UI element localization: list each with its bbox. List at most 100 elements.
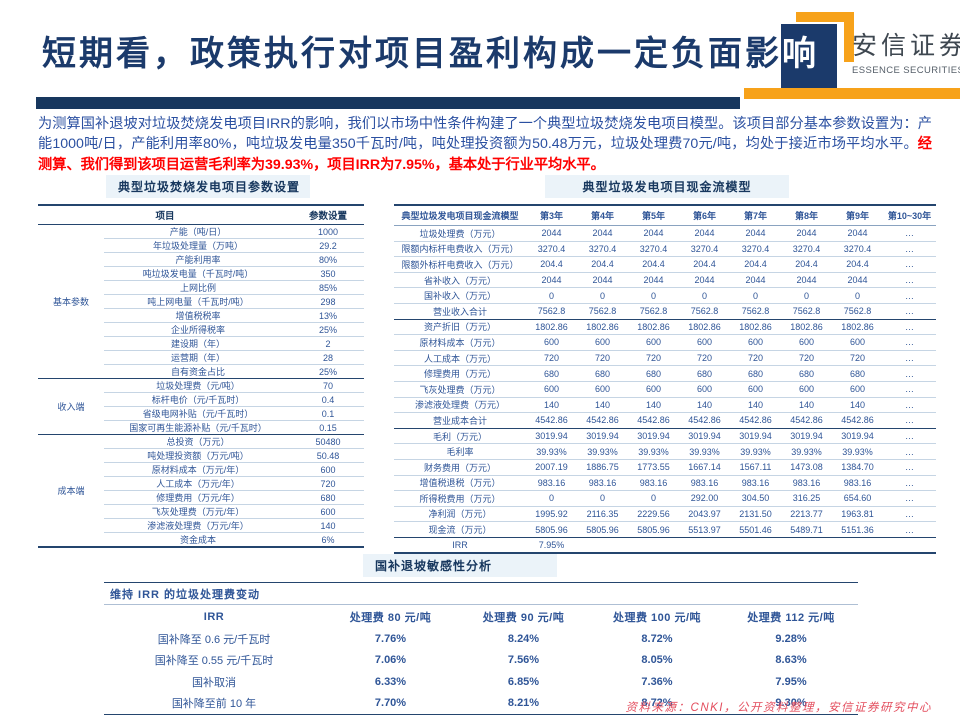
table-row: 产能利用率 80%: [38, 252, 365, 267]
table-header-row: IRR 处理费 80 元/吨 处理费 90 元/吨 处理费 100 元/吨 处理费 11…: [104, 605, 858, 629]
cell-value: 3270.4: [730, 241, 781, 258]
irr-value: 7.95%: [775, 675, 807, 688]
table-row: 原材料成本（万元/年） 600: [38, 462, 365, 477]
cell-value: 140: [577, 397, 628, 414]
table-row: 自有资金占比 25%: [38, 364, 365, 379]
irr-value: 8.21%: [507, 697, 540, 710]
table-row: 省补收入（万元） 2044 2044 2044 2044 2044 2044 2044…: [394, 272, 936, 289]
parameter-label: 资金成本: [180, 535, 217, 545]
table-row: 资产折旧（万元） 1802.86 1802.86 1802.86 1802.86 1802…: [394, 319, 936, 336]
irr-value: 8.63%: [775, 654, 807, 667]
irr-value: 7.76%: [374, 632, 407, 645]
cell-value: 2116.35: [577, 506, 628, 523]
row-label: 增值税退税（万元）: [394, 475, 526, 492]
cell-value: 2213.77: [781, 506, 832, 523]
row-label: 毛利（万元）: [394, 428, 526, 445]
cell-value: 2044: [781, 272, 832, 289]
cell-value: 1667.14: [679, 459, 730, 476]
intro-paragraph: 为测算国补退坡对垃圾焚烧发电项目IRR的影响，我们以市场中性条件构建了一个典型垃…: [38, 114, 932, 175]
table-row: 收入端 垃圾处理费（元/吨） 70: [38, 378, 365, 435]
cell-value: 680: [679, 365, 730, 382]
cell-value: …: [883, 334, 936, 351]
table-row: 吨垃圾发电量（千瓦时/吨） 350: [38, 266, 365, 281]
parameter-label: 飞灰处理费（万元/年）: [104, 504, 293, 519]
group-label: 基本参数: [38, 224, 104, 379]
scenario-label: 国补降至 0.6 元/千瓦时: [157, 633, 271, 646]
scenario-label: 国补降至前 10 年: [171, 698, 257, 711]
parameter-label: 产能利用率: [104, 252, 293, 267]
table-row: 国补收入（万元） 0 0 0 0 0 0 0…: [394, 287, 936, 304]
cell-value: 1773.55: [628, 459, 679, 476]
irr-value: 7.56%: [507, 654, 540, 667]
cell-value: 2044: [577, 272, 628, 289]
cell-value: 7562.8: [730, 303, 781, 320]
parameter-value: 600: [292, 462, 365, 477]
cell-value: …: [883, 241, 936, 258]
column-header: 处理费 90 元/吨: [482, 611, 565, 624]
table-row: 运营期（年） 28: [38, 350, 365, 365]
cell-value: …: [883, 256, 936, 273]
cell-value: …: [883, 521, 936, 538]
cell-value: 720: [628, 350, 679, 367]
cell-value: [781, 537, 832, 553]
parameter-value: 50.48: [292, 448, 365, 463]
parameter-label: 省级电网补贴（元/千瓦时）: [104, 406, 293, 421]
table-row: 限额内标杆电费收入（万元） 3270.4 3270.4 3270.4 3270.4 327…: [394, 241, 936, 258]
cell-value: …: [883, 490, 936, 507]
table-row: 修理费用（万元/年） 680: [38, 490, 365, 505]
parameter-value: 350: [292, 266, 365, 281]
cell-value: 0: [730, 287, 781, 304]
year-header: 第10~30年: [883, 205, 936, 226]
cell-value: 0: [577, 490, 628, 507]
cell-value: 3270.4: [628, 241, 679, 258]
cell-value: 4542.86: [832, 412, 883, 429]
cell-value: …: [883, 459, 936, 476]
cell-value: 0: [628, 490, 679, 507]
cell-value: 3019.94: [679, 428, 730, 445]
irr-value: 6.33%: [374, 675, 407, 688]
cell-value: …: [883, 365, 936, 382]
cell-value: 140: [781, 397, 832, 414]
table-row: 人工成本（万元） 720 720 720 720 720 720 720…: [394, 350, 936, 367]
cell-value: 600: [628, 334, 679, 351]
cell-value: 600: [526, 381, 577, 398]
cell-value: 1995.92: [526, 506, 577, 523]
cell-value: 204.4: [628, 256, 679, 273]
table-header-row: 项目 参数设置: [38, 205, 365, 225]
table-row: 上网比例 85%: [38, 280, 365, 295]
cell-value: 1802.86: [577, 319, 628, 336]
cell-value: 2044: [781, 225, 832, 242]
table-row: 原材料成本（万元） 600 600 600 600 600 600 600…: [394, 334, 936, 351]
row-label: 所得税费用（万元）: [394, 490, 526, 507]
parameter-label: 企业所得税率: [104, 322, 293, 337]
table-row: 增值税退税（万元） 983.16 983.16 983.16 983.16 983.16 9…: [394, 475, 936, 492]
row-label: 国补收入（万元）: [394, 287, 526, 304]
cell-value: 2044: [628, 272, 679, 289]
cashflow-table-title: 典型垃圾发电项目现金流模型: [545, 175, 789, 198]
cell-value: 140: [730, 397, 781, 414]
table-row: 飞灰处理费（万元） 600 600 600 600 600 600 600…: [394, 381, 936, 398]
table-row: 人工成本（万元/年） 720: [38, 476, 365, 491]
parameter-value: 70: [292, 378, 365, 393]
cell-value: 983.16: [526, 475, 577, 492]
cell-value: 680: [628, 365, 679, 382]
year-header: 第4年: [577, 205, 628, 226]
parameter-value: 0.1: [292, 406, 365, 421]
year-header: 第6年: [679, 205, 730, 226]
cell-value: 1473.08: [781, 459, 832, 476]
cell-value: 600: [832, 334, 883, 351]
parameter-table: 项目 参数设置 基本参数 产能（吨/日） 1000 年垃圾处理量（万吨） 29.2 产能利…: [38, 204, 365, 548]
cell-value: 2044: [730, 272, 781, 289]
brand-square-icon: [781, 24, 837, 88]
brand-logo: 安信证券 ESSENCE SECURITIES: [852, 26, 960, 76]
cell-value: 3019.94: [628, 428, 679, 445]
table-row: 修理费用（万元） 680 680 680 680 680 680 680…: [394, 365, 936, 382]
parameter-value: 1000: [292, 224, 365, 239]
year-header: 第3年: [526, 205, 577, 226]
cell-value: 2044: [679, 272, 730, 289]
cell-value: 600: [781, 334, 832, 351]
scenario-label: 国补降至 0.55 元/千瓦时: [154, 655, 274, 668]
cell-value: 2007.19: [526, 459, 577, 476]
cell-value: [628, 537, 679, 553]
